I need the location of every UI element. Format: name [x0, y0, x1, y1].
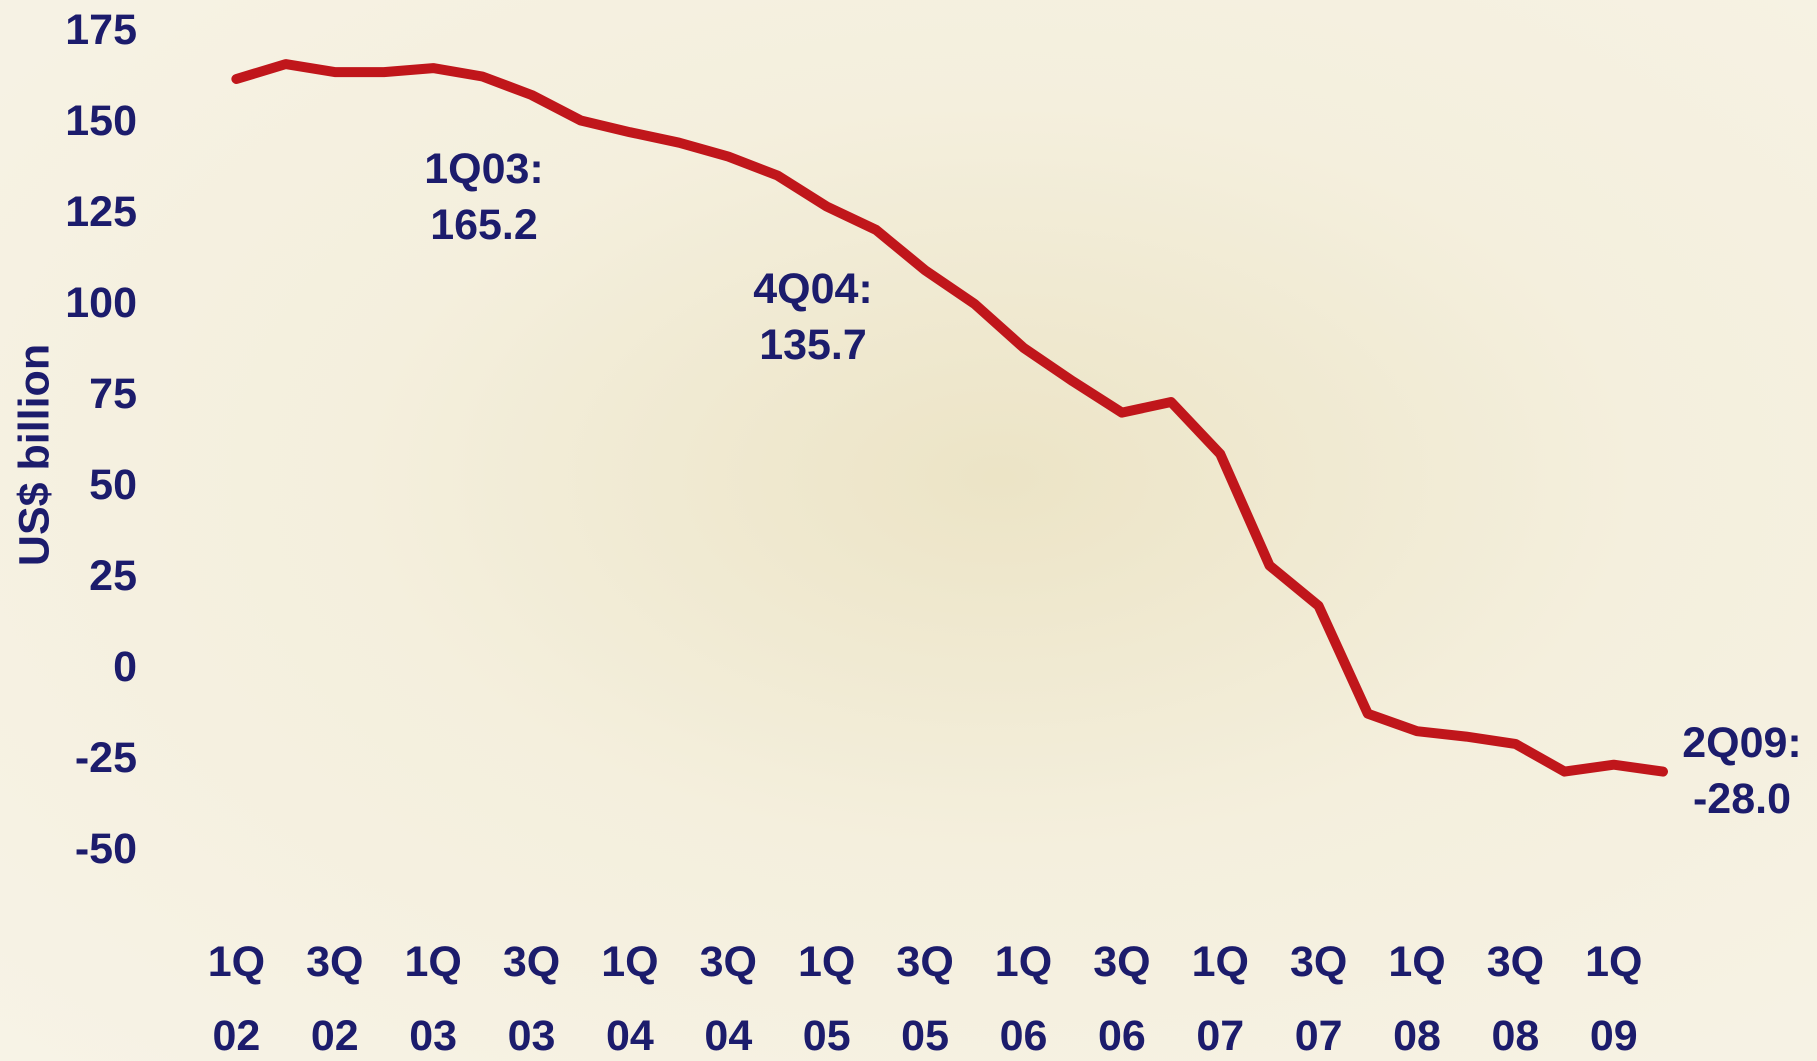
y-tick-label: 100: [65, 279, 137, 327]
y-tick-label: 150: [65, 97, 137, 145]
x-tick-label: 3Q 05: [890, 925, 960, 1061]
x-tick-label: 1Q 07: [1185, 925, 1255, 1061]
y-tick-label: 175: [65, 6, 137, 54]
x-tick-label: 1Q 04: [595, 925, 665, 1061]
x-tick-label: 1Q 02: [201, 925, 271, 1061]
x-tick-label: 3Q 04: [693, 925, 763, 1061]
x-tick-label: 3Q 07: [1284, 925, 1354, 1061]
y-tick-label: 25: [89, 552, 137, 600]
y-tick-label: -50: [75, 825, 137, 873]
y-tick-label: 125: [65, 188, 137, 236]
x-tick-label: 1Q 06: [988, 925, 1058, 1061]
y-tick-label: 75: [89, 370, 137, 418]
data-line: [236, 64, 1663, 772]
x-tick-label: 1Q 08: [1382, 925, 1452, 1061]
chart: 1Q03: 165.2 4Q04: 135.7 2Q09: -28.0 US$ …: [0, 0, 1817, 1061]
plot: US$ billion 175 150 125 100 75 50 25 0 -25 -50: [0, 0, 1817, 1061]
y-tick-label: 50: [89, 461, 137, 509]
y-tick-label: -25: [75, 734, 137, 782]
y-axis-title: US$ billion: [10, 344, 58, 566]
x-tick-label: 3Q 06: [1087, 925, 1157, 1061]
x-tick-label: 1Q 09: [1579, 925, 1649, 1061]
x-tick-label: 1Q 05: [792, 925, 862, 1061]
x-tick-label: 3Q 02: [300, 925, 370, 1061]
x-tick-label: 3Q 08: [1480, 925, 1550, 1061]
x-tick-label: 3Q 03: [497, 925, 567, 1061]
x-tick-label: 1Q 03: [398, 925, 468, 1061]
y-tick-label: 0: [113, 643, 137, 691]
